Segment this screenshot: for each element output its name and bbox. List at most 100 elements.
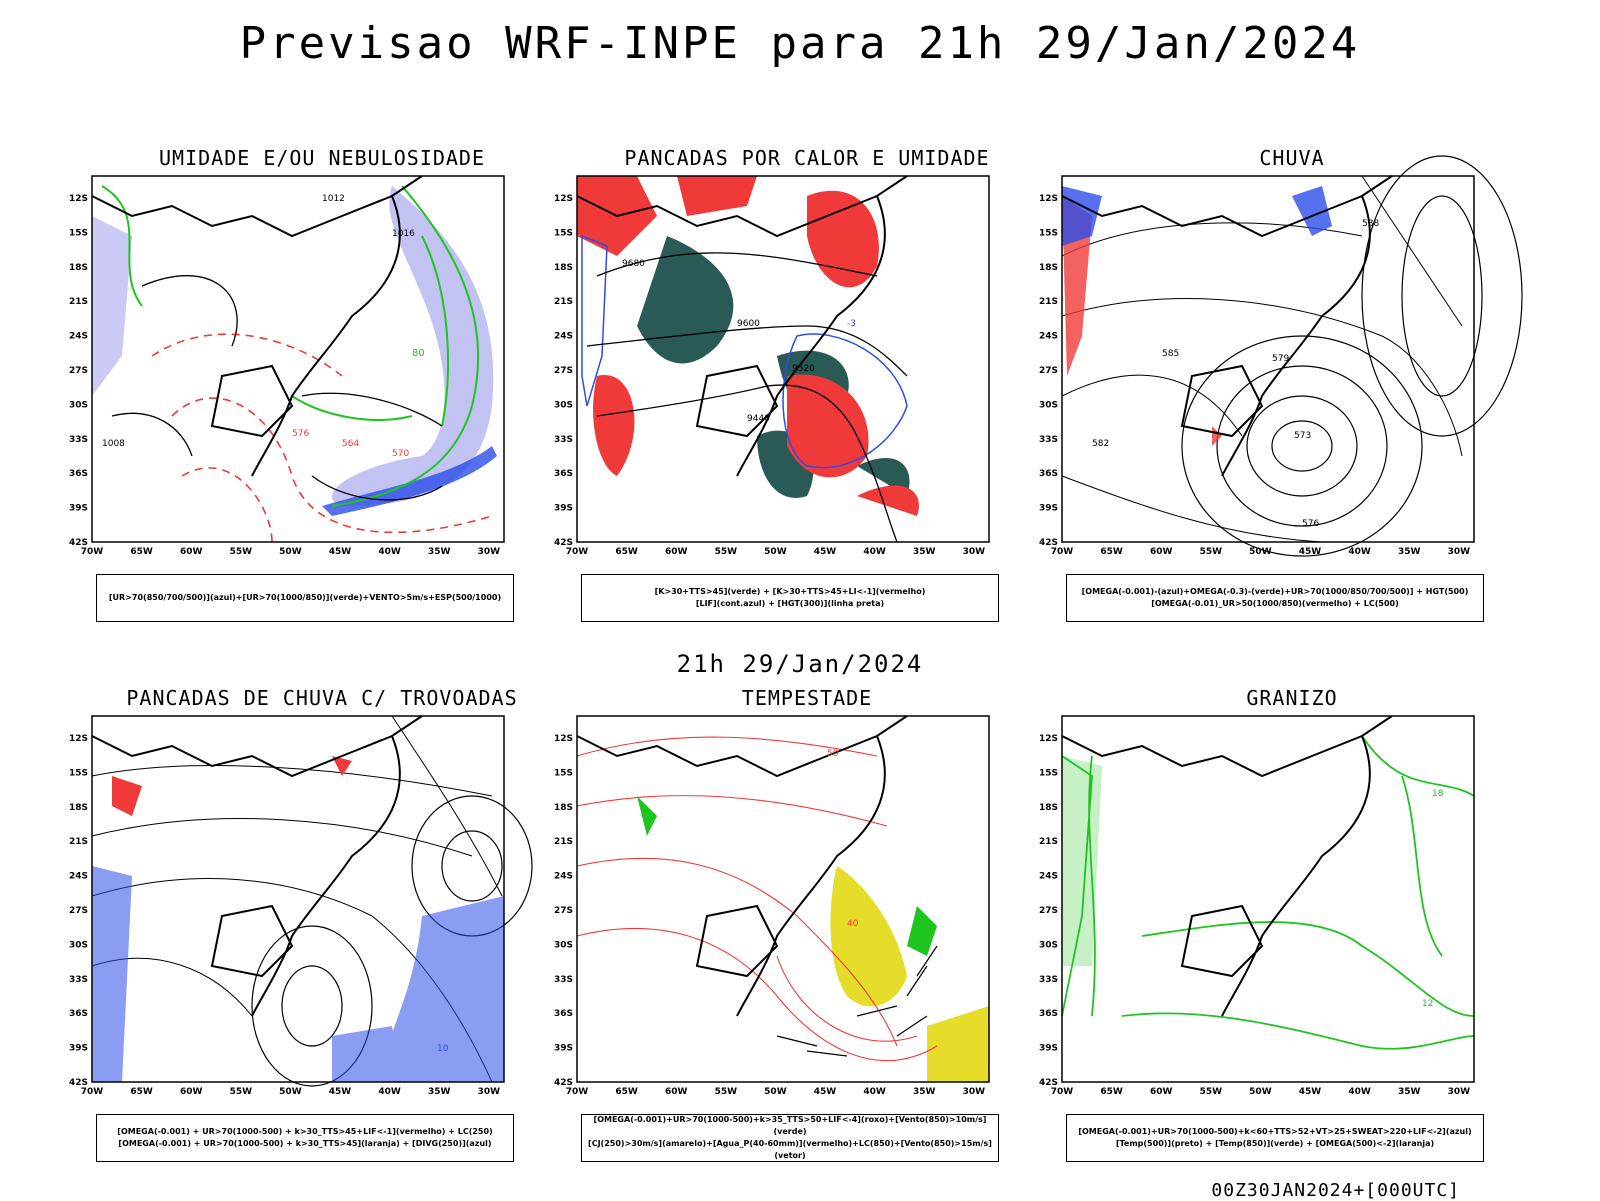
panel-title: UMIDADE E/OU NEBULOSIDADE <box>158 146 486 170</box>
legend-line: [UR>70(850/700/500)](azul)+[UR>70(1000/8… <box>108 593 502 602</box>
lat-tick-label: 33S <box>554 435 573 445</box>
lon-tick-label: 50W <box>279 1087 302 1097</box>
contour-label: 10 <box>437 1044 449 1054</box>
lat-tick-label: 24S <box>69 872 88 882</box>
lat-tick-label: 39S <box>69 1044 88 1054</box>
lat-axis: 12S 15S 18S 21S 24S 27S 30S 33S 36S 39S 42S <box>554 194 573 548</box>
contour-label: 1016 <box>392 229 415 239</box>
contour-label: 80 <box>412 348 425 359</box>
convective-red-areas <box>112 756 352 816</box>
lat-tick-label: 12S <box>69 734 88 744</box>
coastline <box>91 715 423 1017</box>
map-tempestade: 40 50 12S15S18S21S24S27S30S33S36S39S42S … <box>554 715 990 1097</box>
lon-tick-label: 65W <box>615 547 638 557</box>
legend-box: [OMEGA(-0.001)+UR>70(1000-500)+k<60+TTS>… <box>1066 1114 1484 1162</box>
lon-tick-label: 70W <box>1051 547 1074 557</box>
lat-tick-label: 33S <box>69 975 88 985</box>
map-content: 12 18 <box>1061 715 1475 1083</box>
contour-label: 576 <box>292 429 309 439</box>
lat-axis: 12S 15S 18S 21S 24S 27S 30S 33S 36S 39S 42S <box>69 194 88 548</box>
lon-tick-label: 30W <box>1448 547 1471 557</box>
lon-tick-label: 40W <box>863 1087 886 1097</box>
coastline <box>91 175 423 477</box>
lat-tick-label: 15S <box>69 228 88 238</box>
lat-tick-label: 12S <box>1039 194 1058 204</box>
lat-tick-label: 30S <box>554 940 573 950</box>
map-frame <box>1061 715 1475 1083</box>
lat-tick-label: 15S <box>554 768 573 778</box>
lon-tick-label: 40W <box>378 547 401 557</box>
legend-box: [OMEGA(-0.001)+UR>70(1000-500)+k>35_TTS>… <box>581 1114 999 1162</box>
map-granizo: 12 18 12S15S18S21S24S27S30S33S36S39S42S … <box>1039 715 1475 1097</box>
contour-label: 564 <box>342 439 359 449</box>
lat-tick-label: 12S <box>554 194 573 204</box>
lon-tick-label: 30W <box>963 1087 986 1097</box>
lon-tick-label: 50W <box>764 1087 787 1097</box>
legend-line: [OMEGA(-0.001)+UR>70(1000-500)+k<60+TTS>… <box>1078 1127 1472 1136</box>
lon-tick-label: 45W <box>1299 547 1322 557</box>
map-frame <box>91 715 505 1083</box>
coastline <box>576 175 908 477</box>
lon-tick-label: 30W <box>478 547 501 557</box>
lat-tick-label: 27S <box>69 366 88 376</box>
main-title: Previsao WRF-INPE para 21h 29/Jan/2024 <box>239 18 1361 69</box>
map-trovoadas: 10 12S 15S 18S 21S 24S 27S 30S 33S 36S 39S 42S 70W… <box>69 715 533 1097</box>
lat-tick-label: 18S <box>554 263 573 273</box>
contour-label: 582 <box>1092 439 1109 449</box>
map-frame <box>576 175 990 543</box>
lat-tick-label: 15S <box>554 228 573 238</box>
contour-label: -3 <box>847 319 856 329</box>
legend-line: [Temp(500)](preto) + [Temp(850)](verde) … <box>1115 1139 1435 1148</box>
lon-tick-label: 45W <box>814 1087 837 1097</box>
lon-tick-label: 55W <box>230 547 253 557</box>
contour-label: 573 <box>1294 431 1311 441</box>
lat-tick-label: 18S <box>554 803 573 813</box>
lon-tick-label: 40W <box>1348 547 1371 557</box>
lat-tick-label: 27S <box>1039 366 1058 376</box>
low-pressure-rings <box>1181 155 1523 557</box>
lon-tick-label: 35W <box>428 1087 451 1097</box>
lon-tick-label: 55W <box>230 1087 253 1097</box>
lat-tick-label: 21S <box>69 297 88 307</box>
lon-tick-label: 65W <box>130 1087 153 1097</box>
lat-tick-label: 30S <box>1039 400 1058 410</box>
contour-label: 585 <box>1162 349 1179 359</box>
contour-label: 1008 <box>102 439 125 449</box>
humidity-green-contours <box>101 185 480 507</box>
lat-tick-label: 36S <box>69 469 88 479</box>
contour-label: 1012 <box>322 194 345 204</box>
lat-tick-label: 39S <box>1039 504 1058 514</box>
streamlines-red <box>576 736 938 1062</box>
legend-box: [UR>70(850/700/500)](azul)+[UR>70(1000/8… <box>96 574 514 622</box>
panel-title: CHUVA <box>1259 146 1325 170</box>
lat-tick-label: 30S <box>69 940 88 950</box>
lon-axis: 70W 65W 60W 55W 50W 45W 40W 35W 30W <box>1051 547 1470 557</box>
contour-label: 40 <box>847 919 859 929</box>
contour-label: 588 <box>1362 219 1379 229</box>
rain-area-blue <box>1062 186 1332 246</box>
lat-tick-label: 18S <box>69 263 88 273</box>
lon-tick-label: 70W <box>1051 1087 1074 1097</box>
humidity-upper-shading <box>331 186 494 506</box>
lon-tick-label: 35W <box>1398 547 1421 557</box>
legend-line: [CJ(250)>30m/s](amarelo)+[Agua_P(40-60mm… <box>588 1139 992 1160</box>
map-content: 9680 9600 9520 9440 -3 <box>576 175 990 543</box>
legend-line: [OMEGA(-0.001)+UR>70(1000-500)+k>35_TTS>… <box>593 1115 987 1136</box>
lat-tick-label: 24S <box>69 332 88 342</box>
lon-tick-label: 45W <box>329 1087 352 1097</box>
lat-axis: 12S 15S 18S 21S 24S 27S 30S 33S 36S 39S 42S <box>554 734 573 1088</box>
lat-tick-label: 39S <box>69 504 88 514</box>
panel-umidade: UMIDADE E/OU NEBULOSIDADE 1012 1016 1008… <box>69 146 552 636</box>
contour-label: 579 <box>1272 354 1289 364</box>
lon-tick-label: 30W <box>963 547 986 557</box>
lon-tick-label: 35W <box>913 1087 936 1097</box>
map-content: 1012 1016 1008 576 570 564 80 <box>91 175 505 543</box>
lat-tick-label: 21S <box>1039 837 1058 847</box>
lon-tick-label: 60W <box>180 547 203 557</box>
map-frame <box>576 715 990 1083</box>
run-timestamp: 00Z30JAN2024+[000UTC] <box>1211 1180 1460 1201</box>
contour-label: 50 <box>827 749 839 759</box>
coastline <box>1061 175 1393 477</box>
legend-box: [OMEGA(-0.001) + UR>70(1000-500) + k>30_… <box>96 1114 514 1162</box>
map-pancadas-calor: 9680 9600 9520 9440 -3 12S 15S 18S 21S 24S 27… <box>554 175 990 557</box>
